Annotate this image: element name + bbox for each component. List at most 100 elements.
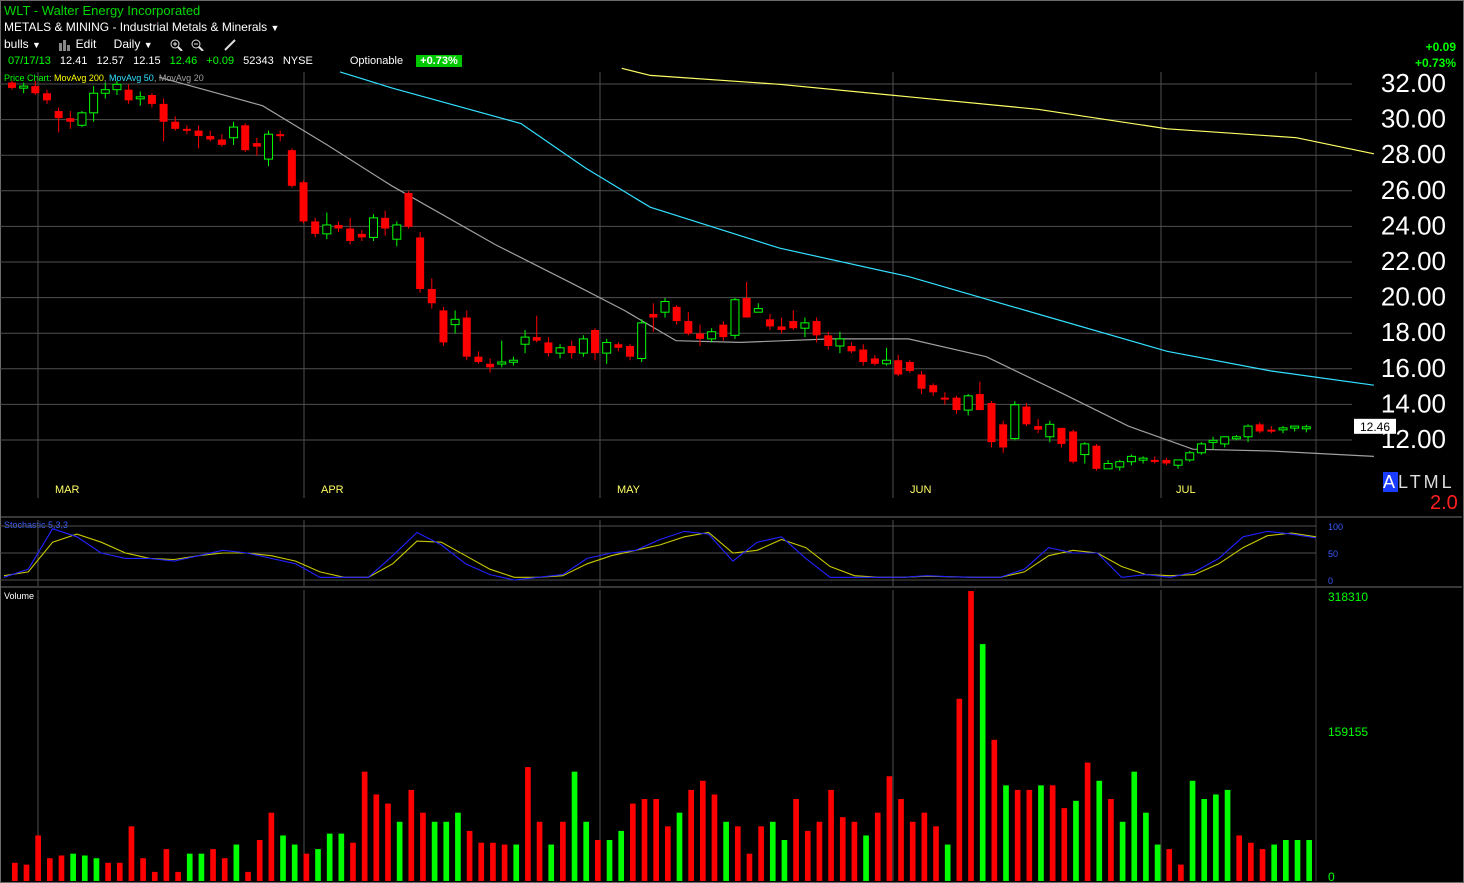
volume-bar	[991, 739, 998, 881]
candle-body	[999, 424, 1008, 448]
volume-bar	[886, 776, 893, 881]
candle-body	[206, 135, 215, 140]
candle-body	[8, 82, 16, 88]
candle-body	[1243, 425, 1253, 438]
volume-bar	[595, 840, 601, 881]
candle-body	[368, 217, 378, 238]
quote-change: +0.09	[206, 55, 235, 67]
candle-body	[695, 333, 704, 339]
volume-bar	[221, 858, 228, 881]
volume-bar	[70, 853, 76, 881]
period-dropdown[interactable]: Daily ▼	[114, 37, 153, 51]
volume-bar	[851, 821, 858, 881]
volume-bar	[1224, 789, 1231, 881]
volume-bar	[1154, 844, 1161, 881]
volume-bar	[781, 840, 788, 881]
stoch-k-line	[3, 528, 1317, 581]
candle-body	[1080, 443, 1090, 456]
candle-body	[1022, 406, 1031, 425]
candle-body	[264, 133, 274, 160]
volume-bar	[1166, 849, 1173, 881]
chevron-down-icon: ▼	[143, 40, 153, 50]
volume-bar	[1306, 840, 1312, 881]
volume-bar	[665, 826, 671, 881]
candle-body	[753, 308, 763, 313]
watchlist-dropdown[interactable]: bulls ▼	[4, 37, 41, 51]
volume-bar	[466, 830, 473, 881]
candle-body	[89, 92, 99, 114]
candle-body	[555, 347, 565, 354]
volume-bar	[373, 794, 380, 881]
volume-bar	[1108, 799, 1114, 881]
volume-bar	[163, 849, 170, 881]
volume-bar	[35, 835, 41, 881]
volume-bar	[443, 821, 450, 881]
candle-body	[19, 85, 29, 89]
ma200-line	[621, 67, 1375, 155]
candle-body	[439, 310, 448, 343]
volume-bar	[1096, 780, 1103, 881]
volume-bar	[560, 821, 566, 881]
volume-bar	[1189, 780, 1196, 881]
candle-body	[357, 233, 366, 238]
candle-body	[707, 331, 717, 340]
candle-body	[602, 341, 612, 354]
candle-body	[450, 318, 460, 326]
candle-body	[963, 395, 973, 411]
legend-ma20: MovAvg 20	[158, 73, 204, 83]
quote-close: 12.46	[169, 55, 198, 67]
volume-bar	[245, 871, 251, 881]
candle-body	[882, 359, 892, 365]
candle-body	[392, 224, 402, 240]
volume-bar	[653, 799, 659, 881]
candle-body	[824, 335, 833, 346]
volume-bar	[268, 812, 275, 881]
volume-bar	[128, 826, 135, 881]
right-change-pct: +0.73%	[1414, 56, 1456, 70]
last-price-tag-label: 12.46	[1360, 420, 1390, 434]
volume-bar	[968, 591, 974, 881]
ma50-line	[339, 71, 1374, 386]
legend-price: Price Chart	[4, 73, 50, 83]
volume-bar	[630, 803, 636, 881]
candle-body	[381, 217, 390, 229]
candle-body	[870, 358, 879, 364]
candle-body	[1185, 452, 1195, 461]
pencil-icon[interactable]	[223, 39, 237, 51]
candle-body	[334, 224, 343, 229]
scale-button-a[interactable]: A	[1383, 472, 1399, 492]
candle-body	[637, 322, 647, 359]
price-tick-label: 28.00	[1381, 139, 1446, 169]
volume-bar	[816, 821, 823, 881]
edit-button[interactable]: Edit	[58, 37, 96, 51]
candle-body	[987, 402, 996, 443]
volume-bar	[711, 794, 718, 881]
candle-body	[182, 128, 191, 131]
scale-buttons-rest[interactable]: LTML	[1398, 472, 1455, 492]
volume-bar	[396, 821, 403, 881]
volume-bar	[210, 849, 216, 881]
zoom-out-icon[interactable]	[191, 39, 205, 52]
price-legend: Price Chart: MovAvg 200, MovAvg 50, MovA…	[4, 73, 204, 83]
candle-body	[1034, 426, 1043, 430]
industry-selector[interactable]: METALS & MINING - Industrial Metals & Mi…	[4, 20, 279, 34]
candle-body	[975, 394, 984, 411]
volume-bar	[105, 862, 111, 881]
volume-bar	[361, 771, 368, 881]
volume-bar	[804, 830, 811, 881]
candle-body	[416, 237, 425, 290]
volume-bar	[513, 844, 520, 881]
candle-body	[1115, 461, 1125, 468]
candle-body	[287, 150, 296, 186]
optionable-label: Optionable	[349, 55, 404, 67]
volume-bar	[291, 844, 298, 881]
candle-body	[765, 319, 774, 327]
volume-bar	[280, 835, 286, 881]
zoom-in-icon[interactable]	[170, 39, 184, 52]
volume-bar	[536, 821, 543, 881]
volume-label: Volume	[4, 591, 35, 601]
volume-bar	[525, 767, 531, 881]
volume-bar	[1003, 785, 1009, 881]
volume-bar	[233, 844, 240, 881]
